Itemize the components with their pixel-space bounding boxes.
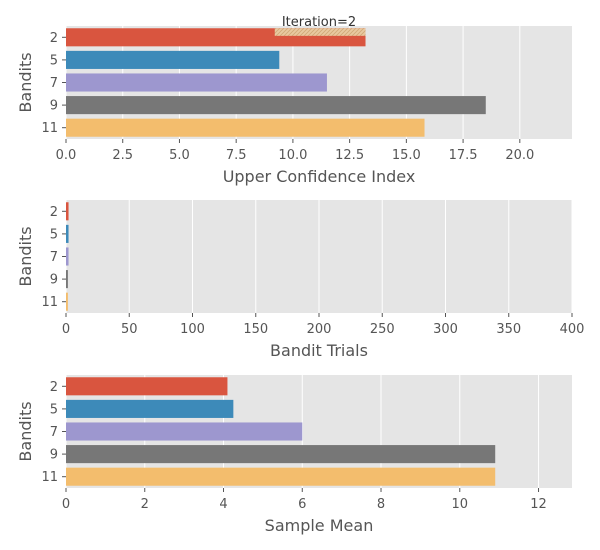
x-tick-label: 2 <box>141 497 149 512</box>
x-axis-label: Sample Mean <box>265 516 374 535</box>
y-tick-label: 2 <box>50 205 58 220</box>
x-tick-label: 0.0 <box>56 148 77 163</box>
x-tick-label: 150 <box>243 322 268 337</box>
y-tick-label: 5 <box>50 53 58 68</box>
y-tick-label: 7 <box>50 250 58 265</box>
x-tick-label: 7.5 <box>226 148 247 163</box>
y-tick-label: 7 <box>50 76 58 91</box>
x-tick-label: 8 <box>377 497 385 512</box>
x-axis-label: Bandit Trials <box>270 341 368 360</box>
y-tick-label: 11 <box>41 121 58 136</box>
x-tick-label: 20.0 <box>505 148 534 163</box>
y-tick-label: 11 <box>41 295 58 310</box>
bar-9 <box>66 445 496 464</box>
x-tick-label: 12.5 <box>335 148 364 163</box>
bar-2 <box>66 377 228 396</box>
x-tick-label: 17.5 <box>449 148 478 163</box>
y-tick-label: 2 <box>50 380 58 395</box>
y-axis-label: Bandits <box>16 226 35 286</box>
bar-11 <box>66 118 425 137</box>
x-tick-label: 350 <box>496 322 521 337</box>
y-tick-label: 9 <box>50 273 58 288</box>
y-tick-label: 5 <box>50 402 58 417</box>
bar-11 <box>66 292 68 311</box>
y-tick-label: 5 <box>50 227 58 242</box>
x-tick-label: 10.0 <box>278 148 307 163</box>
x-tick-label: 10 <box>452 497 469 512</box>
x-tick-label: 100 <box>180 322 205 337</box>
x-tick-label: 200 <box>307 322 332 337</box>
subplots: 2 5 7 9 11 0.0 2.5 5.0 7.5 10.0 12.5 15.0 17.5 20.0 Up… <box>16 26 584 535</box>
y-axis-label: Bandits <box>16 52 35 112</box>
x-tick-label: 6 <box>298 497 306 512</box>
x-tick-label: 400 <box>560 322 585 337</box>
x-tick-label: 300 <box>433 322 458 337</box>
x-tick-label: 0 <box>62 322 70 337</box>
x-tick-label: 12 <box>530 497 547 512</box>
bar-7 <box>66 422 303 441</box>
bar-9 <box>66 96 486 115</box>
y-tick-label: 11 <box>41 470 58 485</box>
x-tick-label: 50 <box>121 322 138 337</box>
x-tick-label: 15.0 <box>392 148 421 163</box>
y-tick-label: 2 <box>50 31 58 46</box>
x-tick-label: 5.0 <box>169 148 190 163</box>
y-tick-label: 9 <box>50 99 58 114</box>
bar-9 <box>66 270 68 289</box>
bar-5 <box>66 50 280 69</box>
bar-2 <box>66 202 69 221</box>
bar-5 <box>66 399 234 418</box>
x-tick-label: 4 <box>219 497 227 512</box>
bar-7 <box>66 247 69 266</box>
panel-1: 2 5 7 9 11 0.0 2.5 5.0 7.5 10.0 12.5 15.0 17.5 20.0 Up… <box>16 26 572 186</box>
x-tick-label: 250 <box>370 322 395 337</box>
x-axis-label: Upper Confidence Index <box>223 167 416 186</box>
panel-2: 2 5 7 9 11 0 50 100 150 200 250 300 350 400 Bandit Tri… <box>16 200 584 360</box>
y-tick-label: 9 <box>50 448 58 463</box>
panel-3: 2 5 7 9 11 0 2 4 6 8 10 12 Sample Mean Bandits <box>16 375 572 535</box>
bar-7 <box>66 73 327 92</box>
y-axis-label: Bandits <box>16 401 35 461</box>
confidence-highlight <box>274 28 366 36</box>
x-tick-label: 2.5 <box>112 148 133 163</box>
x-tick-label: 0 <box>62 497 70 512</box>
y-tick-label: 7 <box>50 425 58 440</box>
bar-5 <box>66 224 69 243</box>
bar-11 <box>66 467 496 486</box>
